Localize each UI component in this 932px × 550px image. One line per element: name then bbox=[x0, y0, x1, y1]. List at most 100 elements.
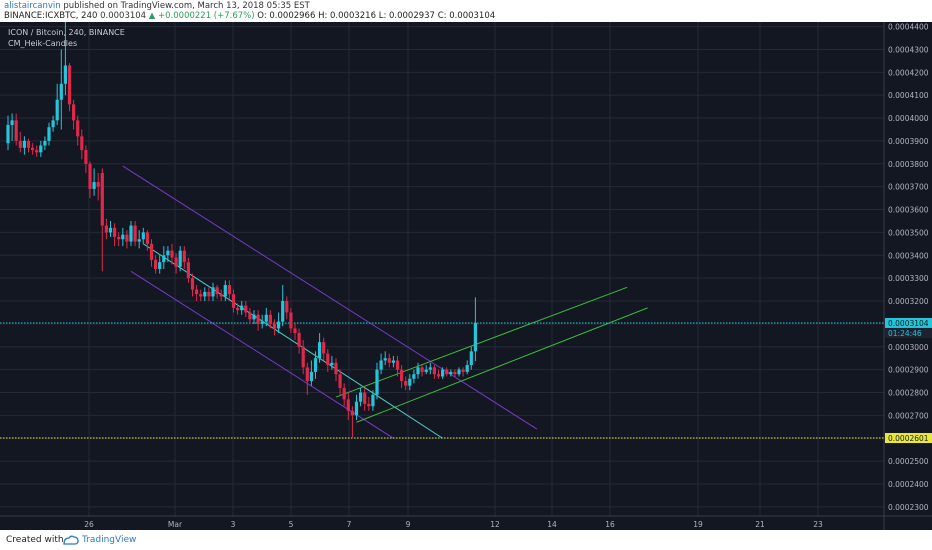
y-tick-label: 0.0004200 bbox=[888, 68, 929, 77]
chart-legend: ICON / Bitcoin, 240, BINANCE CM_Heik-Can… bbox=[8, 27, 125, 49]
candle-body bbox=[121, 234, 125, 240]
candle-body bbox=[211, 287, 215, 297]
candle-body bbox=[137, 239, 141, 242]
ohlc-open: O: 0.0002966 bbox=[257, 11, 316, 21]
y-tick-label: 0.0002500 bbox=[888, 457, 929, 466]
legend-title[interactable]: ICON / Bitcoin, 240, BINANCE bbox=[8, 28, 125, 37]
candle-body bbox=[330, 362, 334, 366]
author-link[interactable]: alistaircanvin bbox=[4, 1, 61, 11]
channel-line bbox=[335, 286, 628, 398]
candle-body bbox=[363, 392, 367, 404]
candle-body bbox=[149, 243, 154, 260]
candle-body bbox=[420, 367, 424, 372]
x-tick-label: 14 bbox=[547, 520, 557, 529]
price-value: 0.0003104 bbox=[100, 11, 147, 21]
candle-body bbox=[141, 232, 145, 240]
candle-body bbox=[84, 150, 88, 164]
candle-body bbox=[236, 307, 240, 311]
candle-body bbox=[59, 83, 63, 100]
x-tick-label: 7 bbox=[347, 520, 352, 529]
candle-body bbox=[231, 294, 236, 308]
candle-body bbox=[117, 236, 121, 240]
candle-body bbox=[190, 278, 195, 290]
candle-body bbox=[72, 104, 76, 121]
candle-body bbox=[424, 369, 428, 372]
y-tick-label: 0.0002900 bbox=[888, 366, 929, 375]
candle-body bbox=[342, 387, 346, 400]
candle-body bbox=[473, 322, 477, 352]
candle-body bbox=[100, 172, 104, 226]
y-tick-label: 0.0004400 bbox=[888, 23, 929, 32]
price-chart[interactable]: 0.0004400 0.0004300 0.0004200 0.0004100 0.00… bbox=[0, 22, 932, 530]
candle-body bbox=[6, 124, 10, 144]
candle-body bbox=[199, 294, 203, 297]
footer: Created with TradingView bbox=[0, 530, 932, 550]
candle-body bbox=[436, 374, 441, 377]
candle-body bbox=[277, 321, 281, 329]
x-tick-label: 19 bbox=[693, 520, 703, 529]
candle-body bbox=[305, 367, 309, 382]
candle-body bbox=[14, 120, 18, 141]
chart-header: alistaircanvin published on TradingView.… bbox=[0, 0, 932, 22]
y-tick-label: 0.0003300 bbox=[888, 274, 929, 283]
y-tick-label: 0.0002400 bbox=[888, 480, 929, 489]
candle-body bbox=[223, 285, 227, 297]
candle-body bbox=[186, 262, 190, 279]
candle-body bbox=[35, 150, 39, 153]
candle-body bbox=[39, 145, 43, 153]
current-price-tag-bg bbox=[885, 317, 932, 328]
candle-body bbox=[379, 360, 383, 370]
x-tick-label: 23 bbox=[813, 520, 823, 529]
candle-body bbox=[10, 120, 14, 125]
x-tick-label: 16 bbox=[605, 520, 615, 529]
channel-line bbox=[122, 165, 538, 430]
x-tick-label: 12 bbox=[490, 520, 500, 529]
candle-body bbox=[289, 312, 293, 329]
candle-body bbox=[465, 365, 469, 372]
candle-body bbox=[338, 374, 342, 388]
candle-body bbox=[248, 312, 252, 320]
candle-body bbox=[387, 358, 391, 363]
candle-body bbox=[432, 367, 436, 375]
candle-body bbox=[22, 140, 26, 148]
candle-body bbox=[281, 301, 285, 322]
candle-body bbox=[104, 225, 108, 233]
candle-body bbox=[207, 291, 211, 297]
symbol-label: BINANCE:ICXBTC, 240 bbox=[4, 11, 98, 21]
candle-body bbox=[359, 392, 363, 402]
candle-body bbox=[129, 225, 133, 242]
x-tick-label: 5 bbox=[289, 520, 294, 529]
published-text: published on TradingView.com, March 13, … bbox=[63, 1, 310, 11]
y-tick-label: 0.0004100 bbox=[888, 91, 929, 100]
candle-body bbox=[260, 321, 264, 324]
y-tick-label: 0.0003700 bbox=[888, 183, 929, 192]
trendline bbox=[143, 243, 443, 439]
countdown-tag-bg bbox=[885, 327, 932, 338]
candle-body bbox=[166, 250, 170, 256]
x-tick-label: Mar bbox=[168, 520, 183, 529]
publish-line: alistaircanvin published on TradingView.… bbox=[4, 1, 310, 11]
x-tick-label: 3 bbox=[231, 520, 236, 529]
chart-pane[interactable]: 0.0004400 0.0004300 0.0004200 0.0004100 0.00… bbox=[0, 22, 932, 530]
candle-body bbox=[375, 369, 379, 395]
candle-body bbox=[400, 369, 404, 382]
candle-body bbox=[371, 394, 375, 407]
price-change: ▲ +0.0000221 (+7.67%) bbox=[148, 11, 255, 21]
candle-body bbox=[31, 147, 35, 151]
tradingview-brand[interactable]: TradingView bbox=[82, 535, 137, 545]
candle-body bbox=[92, 182, 96, 189]
candle-body bbox=[252, 314, 256, 320]
candle-body bbox=[244, 305, 248, 313]
candle-body bbox=[441, 369, 445, 377]
x-tick-label: 26 bbox=[84, 520, 94, 529]
candle-body bbox=[215, 287, 219, 295]
support-price-tag: 0.0002601 bbox=[888, 434, 929, 443]
ohlc-low: L: 0.0002937 bbox=[378, 11, 435, 21]
legend-indicator[interactable]: CM_Heik-Candles bbox=[8, 39, 78, 48]
candle-body bbox=[240, 305, 244, 311]
candle-body bbox=[412, 374, 416, 379]
candle-body bbox=[457, 369, 461, 375]
candle-body bbox=[268, 314, 272, 324]
candle-body bbox=[219, 294, 223, 297]
support-price-tag-bg bbox=[885, 433, 932, 444]
